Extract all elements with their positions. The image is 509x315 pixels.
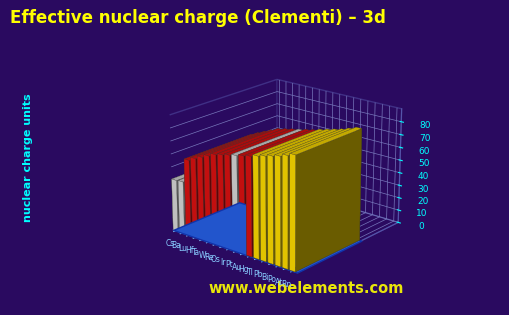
Text: nuclear charge units: nuclear charge units [23,93,33,222]
Text: Effective nuclear charge (Clementi) – 3d: Effective nuclear charge (Clementi) – 3d [10,9,385,27]
Text: www.webelements.com: www.webelements.com [208,281,403,296]
